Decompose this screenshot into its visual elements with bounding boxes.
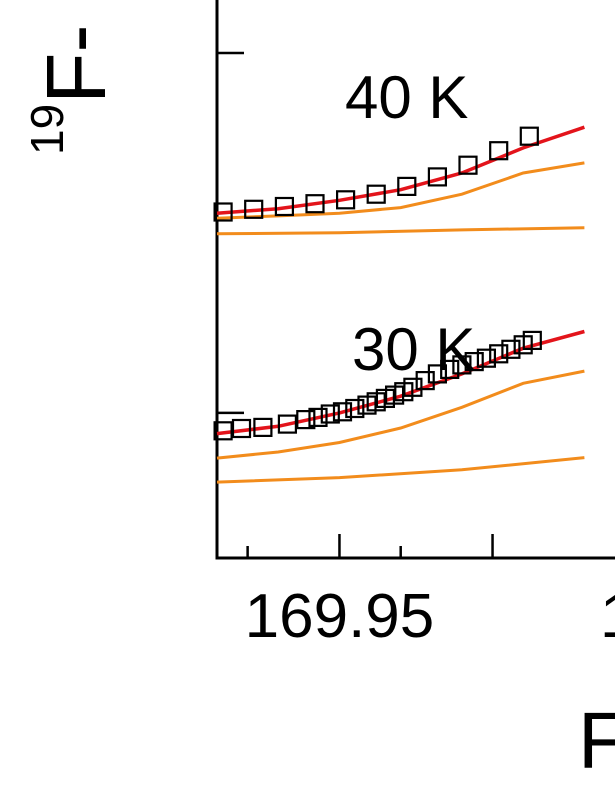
- data-point-30k-20: [476, 348, 496, 368]
- data-point-30k-21: [489, 344, 509, 364]
- data-point-30k-24: [522, 330, 542, 350]
- fit-component-30k-1: [216, 456, 585, 484]
- data-point-30k-3: [277, 414, 297, 434]
- data-point-30k-6: [320, 404, 340, 424]
- y-axis-label-main: F-: [29, 25, 123, 104]
- y-axis-label: 19F-: [21, 25, 123, 155]
- data-point-30k-5: [308, 407, 328, 427]
- data-point-30k-17: [440, 359, 460, 379]
- y-axis-label-superscript: 19: [21, 104, 73, 155]
- data-point-30k-8: [345, 398, 365, 419]
- data-point-30k-1: [231, 418, 252, 439]
- data-point-30k-7: [332, 402, 353, 422]
- data-point-40k-5: [366, 184, 386, 204]
- marker-layer: [213, 126, 542, 441]
- axes-layer: [215, 0, 615, 560]
- data-point-30k-19: [464, 352, 484, 372]
- data-point-40k-4: [336, 190, 356, 210]
- x-tick-label-1: 1: [600, 582, 615, 651]
- panel-label-30k: 30 K: [352, 316, 475, 383]
- fit-component-30k-0: [216, 369, 585, 460]
- data-point-40k-8: [458, 155, 478, 175]
- data-point-30k-0: [213, 421, 233, 441]
- data-point-30k-2: [253, 417, 273, 437]
- fit-component-40k-1: [216, 226, 585, 236]
- data-point-40k-2: [274, 196, 294, 217]
- data-point-30k-15: [415, 371, 435, 391]
- data-point-40k-7: [427, 167, 447, 187]
- data-point-30k-4: [296, 410, 316, 430]
- panel-label-40k: 40 K: [345, 64, 468, 131]
- x-axis-label: F: [578, 696, 615, 785]
- fit-component-layer: [216, 161, 585, 484]
- data-point-30k-22: [501, 339, 521, 359]
- data-point-30k-14: [403, 377, 423, 397]
- data-point-40k-0: [213, 202, 233, 222]
- fit-total-40k: [216, 125, 585, 215]
- data-point-40k-9: [489, 141, 509, 161]
- data-point-40k-1: [244, 199, 264, 219]
- data-point-30k-16: [427, 364, 447, 384]
- label-layer: 169.95 1 19F- F 40 K 30 K: [21, 25, 615, 785]
- data-point-40k-3: [305, 194, 325, 214]
- x-tick-label-0: 169.95: [245, 582, 435, 651]
- data-point-40k-10: [519, 126, 539, 146]
- data-point-30k-18: [452, 355, 472, 375]
- data-point-40k-6: [397, 176, 417, 196]
